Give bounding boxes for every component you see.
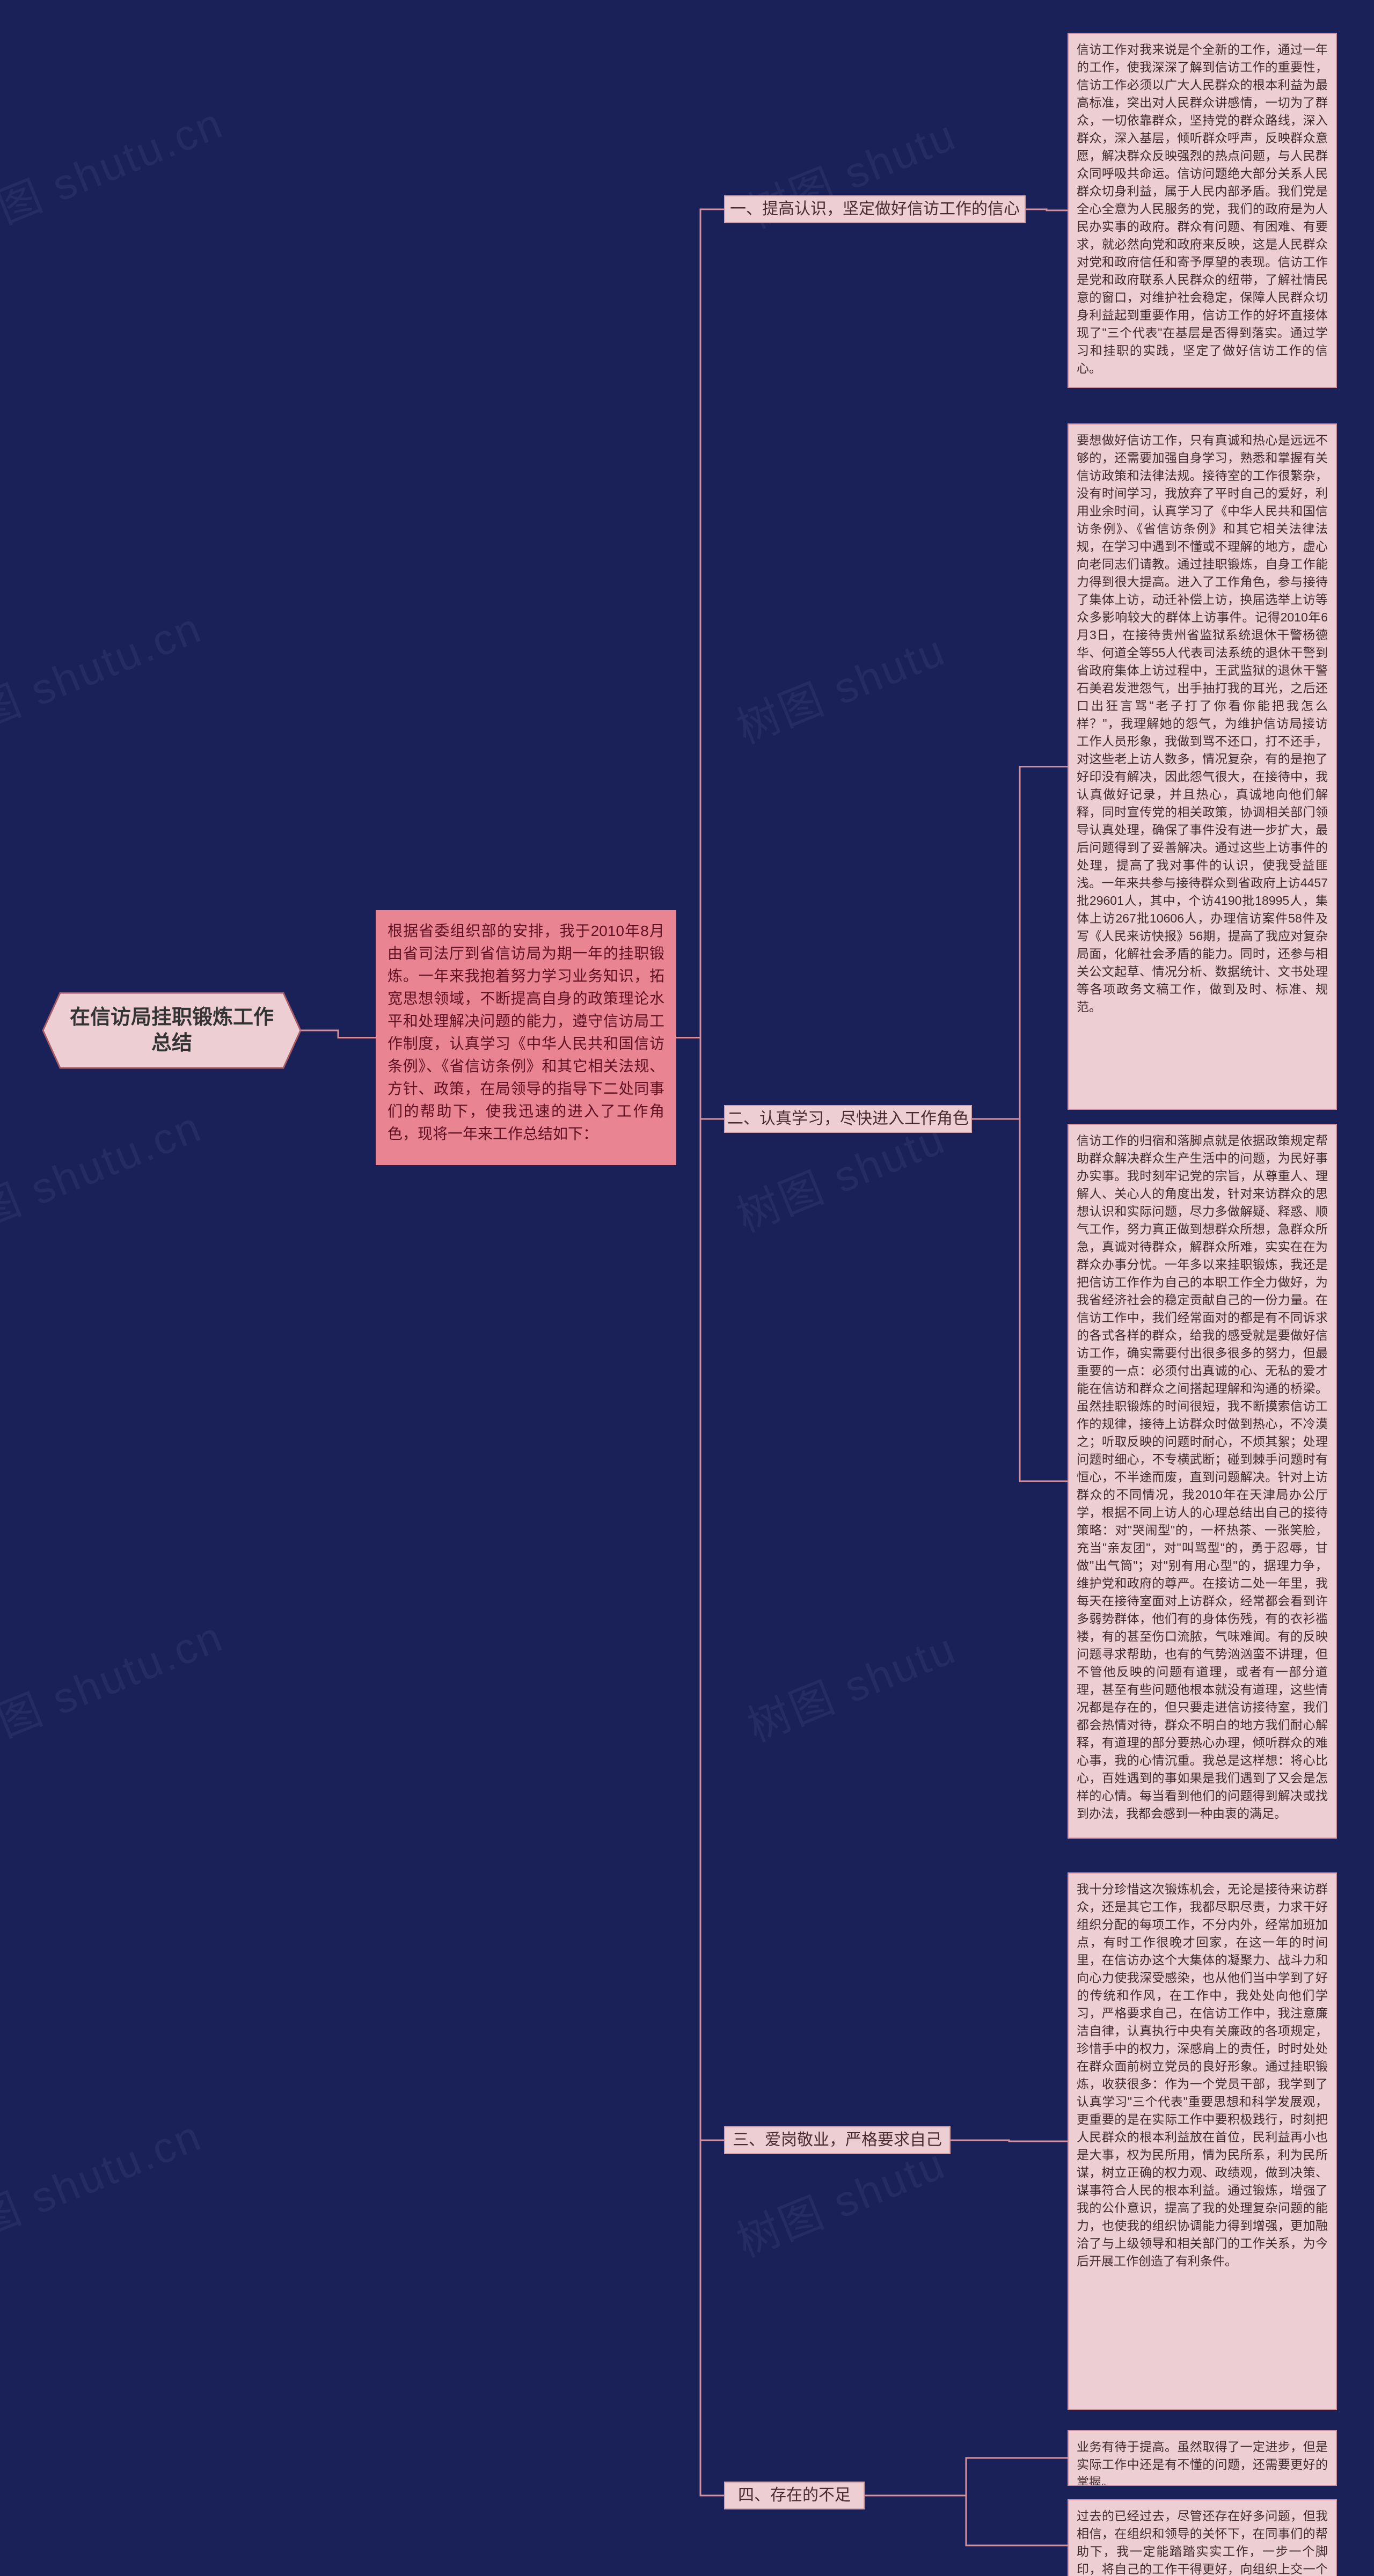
connector-line (676, 209, 725, 1038)
watermark-text: 树图 shutu (726, 2129, 954, 2269)
section-node (725, 2482, 864, 2509)
watermark-text: 树图 shutu.cn (0, 2101, 210, 2265)
section-label: 一、提高认识，坚定做好信访工作的信心 (725, 196, 1025, 223)
connector-line (971, 767, 1068, 1119)
connector-line (676, 1038, 725, 1119)
detail-node (1068, 2500, 1336, 2576)
watermark-text: 树图 shutu.cn (0, 593, 210, 757)
connector-layer: 在信访局挂职锻炼工作总结 根据省委组织部的安排，我于2010年8月由省司法厅到省信… (0, 0, 1374, 2576)
connector-line (676, 1038, 725, 2496)
root-title: 在信访局挂职锻炼工作总结 (60, 993, 283, 1068)
watermark-text: 树图 shutu.cn (0, 1092, 210, 1256)
watermark-text: 树图 shutu.cn (0, 89, 231, 253)
detail-node (1068, 1873, 1336, 2410)
connector-line (971, 1119, 1068, 1481)
intro-node (376, 910, 676, 1165)
detail-node (1068, 424, 1336, 1109)
connector-line (864, 2496, 1068, 2545)
watermark-text: 树图 shutu (737, 1614, 964, 1754)
detail-text: 业务有待于提高。虽然取得了一定进步，但是实际工作中还是有不懂的问题，还需要更好的… (1068, 2431, 1336, 2485)
connector-line (950, 2140, 1068, 2141)
detail-node (1068, 33, 1336, 387)
section-node (725, 196, 1025, 223)
watermark-text: 树图 shutu.cn (0, 1602, 231, 1766)
root-node[interactable] (43, 993, 301, 1068)
detail-text: 信访工作对我来说是个全新的工作，通过一年的工作，使我深深了解到信访工作的重要性，… (1068, 33, 1336, 387)
watermark-text: 树图 shutu (737, 100, 964, 240)
connector-line (301, 1030, 376, 1038)
section-label: 四、存在的不足 (725, 2482, 864, 2509)
intro-text: 根据省委组织部的安排，我于2010年8月由省司法厅到省信访局为期一年的挂职锻炼。… (376, 910, 676, 1165)
section-node (725, 2127, 950, 2154)
watermark-text: 树图 shutu (726, 1104, 954, 1244)
detail-text: 要想做好信访工作，只有真诚和热心是远远不够的，还需要加强自身学习，熟悉和掌握有关… (1068, 424, 1336, 1109)
section-label: 三、爱岗敬业，严格要求自己 (725, 2127, 950, 2154)
connector-line (676, 1038, 725, 2141)
detail-text: 我十分珍惜这次锻炼机会，无论是接待来访群众，还是其它工作，我都尽职尽责，力求干好… (1068, 1873, 1336, 2410)
connector-line (864, 2458, 1068, 2496)
watermark-text: 树图 shutu (726, 616, 954, 756)
connector-line (1025, 209, 1068, 210)
detail-node (1068, 1124, 1336, 1838)
detail-text: 信访工作的归宿和落脚点就是依据政策规定帮助群众解决群众生产生活中的问题，为民好事… (1068, 1124, 1336, 1838)
mindmap-canvas: 树图 shutu.cn 树图 shutu 树图 shutu.cn 树图 shutu 树图… (0, 0, 1374, 2576)
detail-node (1068, 2431, 1336, 2485)
detail-text: 过去的已经过去，尽管还存在好多问题，但我相信，在组织和领导的关怀下，在同事们的帮… (1068, 2500, 1336, 2576)
section-node (725, 1106, 971, 1132)
section-label: 二、认真学习，尽快进入工作角色 (725, 1106, 971, 1132)
